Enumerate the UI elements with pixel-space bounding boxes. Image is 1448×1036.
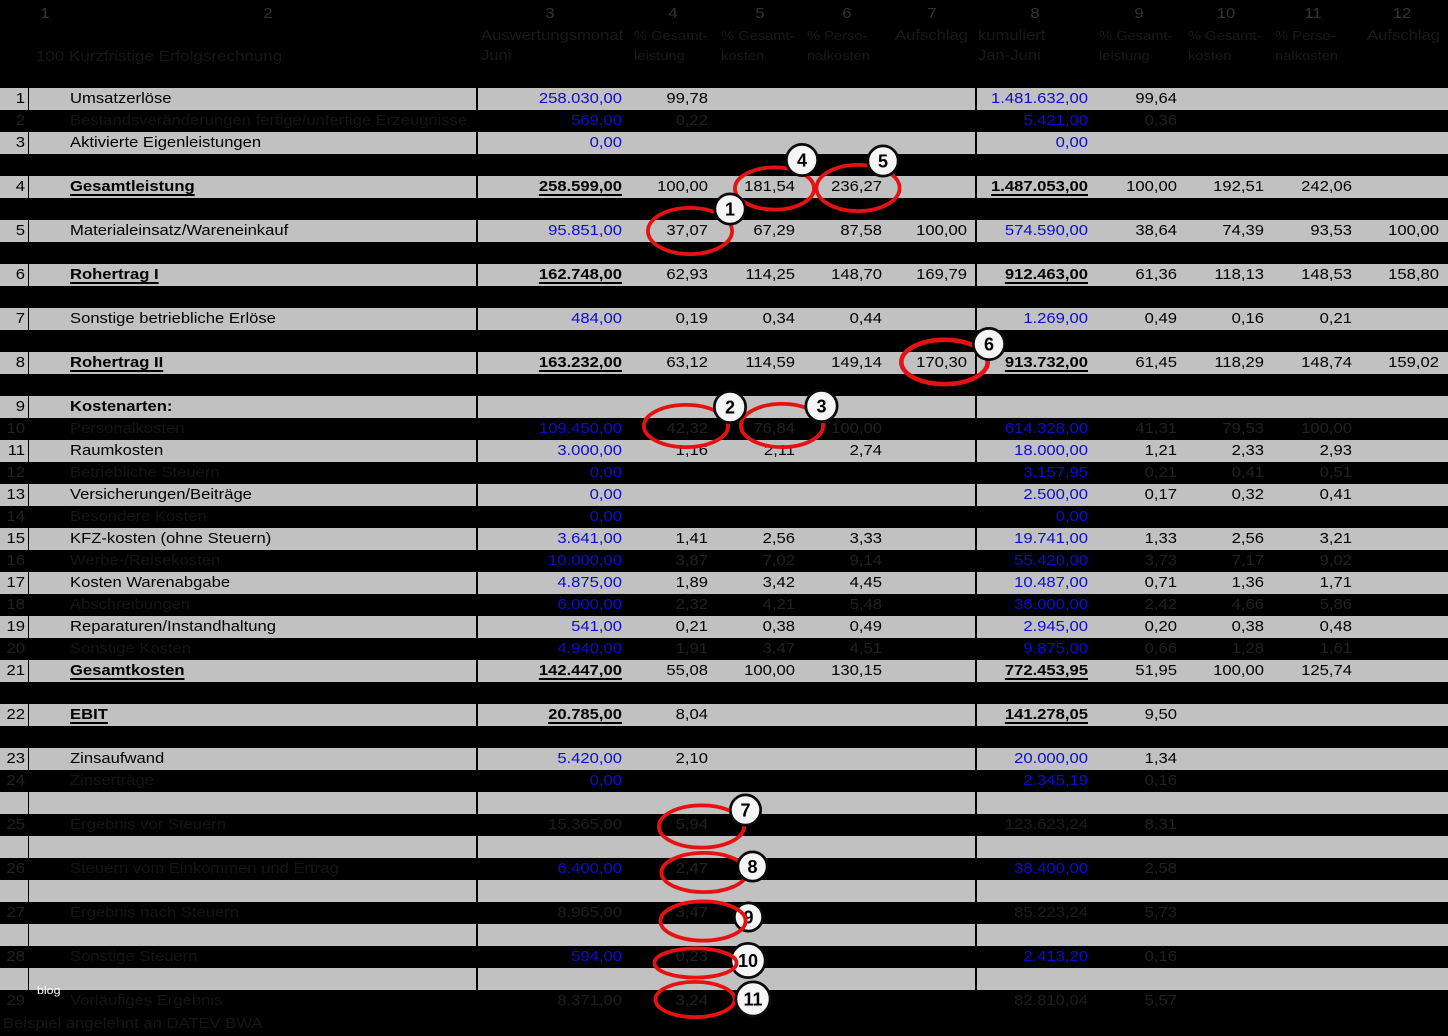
svg-text:9: 9 — [743, 908, 753, 928]
svg-text:5: 5 — [878, 152, 888, 172]
svg-text:6: 6 — [984, 335, 994, 355]
svg-text:10: 10 — [738, 951, 758, 971]
svg-text:11: 11 — [743, 990, 762, 1010]
svg-text:7: 7 — [740, 801, 750, 821]
svg-text:8: 8 — [747, 857, 757, 877]
svg-text:4: 4 — [797, 151, 807, 171]
svg-text:2: 2 — [725, 398, 735, 418]
svg-text:3: 3 — [816, 397, 826, 417]
svg-text:1: 1 — [725, 200, 735, 220]
